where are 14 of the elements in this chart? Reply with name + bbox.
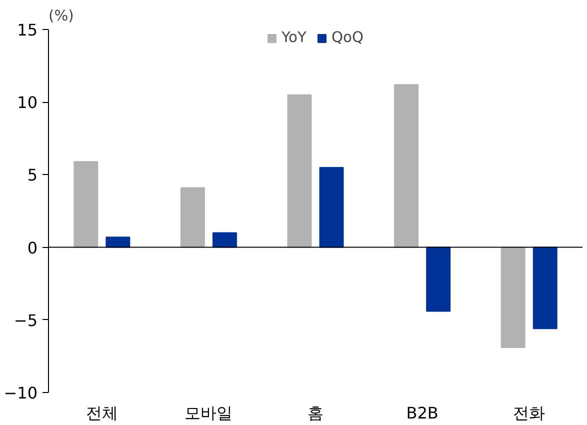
y-tick-label: 5 <box>27 166 38 185</box>
x-tick-label: 모바일 <box>184 404 233 422</box>
y-tick-label: −5 <box>14 310 38 330</box>
x-tick-label: 전체 <box>86 404 118 422</box>
y-tick-label: 0 <box>27 238 38 258</box>
legend-label: YoY <box>282 29 306 46</box>
y-tick-label: −10 <box>4 384 38 402</box>
y-tick-label: 15 <box>17 20 38 40</box>
y-tick-label: 10 <box>17 93 38 112</box>
legend-label: QoQ <box>331 29 364 46</box>
x-tick-label: 홈 <box>308 404 324 422</box>
x-tick-label: 전화 <box>513 404 546 422</box>
x-tick-label: B2B <box>406 404 438 422</box>
y-axis-title: (%) <box>48 8 74 24</box>
